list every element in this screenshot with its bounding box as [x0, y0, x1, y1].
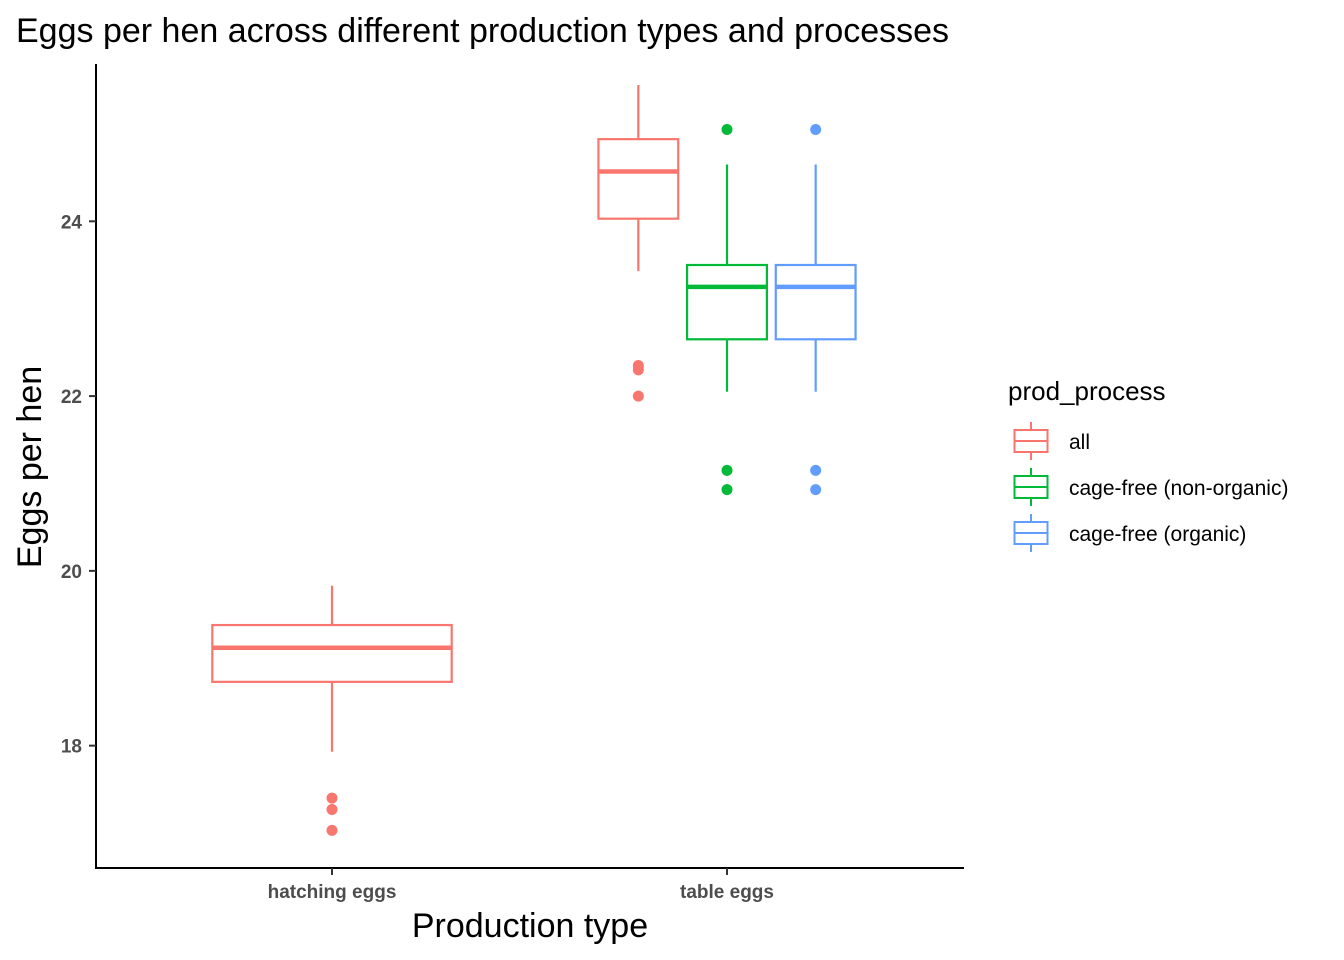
outlier-point [810, 484, 822, 496]
plot-area [211, 84, 857, 836]
box-all-hatching-eggs [211, 585, 453, 836]
x-tick-label: hatching eggs [268, 882, 397, 903]
y-tick-label: 20 [61, 562, 82, 583]
outlier-point [326, 792, 338, 804]
legend-title: prod_process [1008, 376, 1166, 406]
outlier-point [326, 803, 338, 815]
legend: prod_process all cage-free (non-organic) c… [1008, 376, 1288, 552]
y-axis-title: Eggs per hen [11, 366, 49, 568]
legend-item: all [1013, 422, 1090, 460]
outlier-point [326, 824, 338, 836]
x-axis-ticks: hatching eggs table eggs [268, 868, 774, 903]
x-tick-label: table eggs [680, 882, 774, 903]
y-tick-label: 24 [61, 212, 83, 233]
box-all-table-eggs [597, 84, 680, 402]
outlier-point [810, 464, 822, 476]
legend-items: all cage-free (non-organic) cage-free (org… [1013, 422, 1288, 552]
outlier-point [721, 484, 733, 496]
legend-label: cage-free (organic) [1069, 523, 1246, 546]
box-iqr [211, 623, 453, 683]
box-iqr [774, 263, 857, 341]
outlier-point [632, 364, 644, 376]
box-iqr [597, 138, 680, 220]
legend-item: cage-free (non-organic) [1013, 468, 1288, 506]
outlier-point [632, 390, 644, 402]
y-axis-ticks: 18 20 22 24 [61, 212, 96, 758]
legend-label: cage-free (non-organic) [1069, 477, 1288, 500]
outlier-point [810, 124, 822, 136]
x-axis-title: Production type [412, 907, 648, 945]
box-cage-free-non-organic--table-eggs [685, 124, 768, 496]
outlier-point [721, 464, 733, 476]
legend-label: all [1069, 431, 1090, 454]
chart-title: Eggs per hen across different production… [16, 12, 949, 50]
y-tick-label: 18 [61, 737, 82, 758]
y-tick-label: 22 [61, 387, 82, 408]
box-cage-free-organic--table-eggs [774, 124, 857, 496]
legend-item: cage-free (organic) [1013, 514, 1246, 552]
box-iqr [685, 263, 768, 341]
outlier-point [721, 124, 733, 136]
